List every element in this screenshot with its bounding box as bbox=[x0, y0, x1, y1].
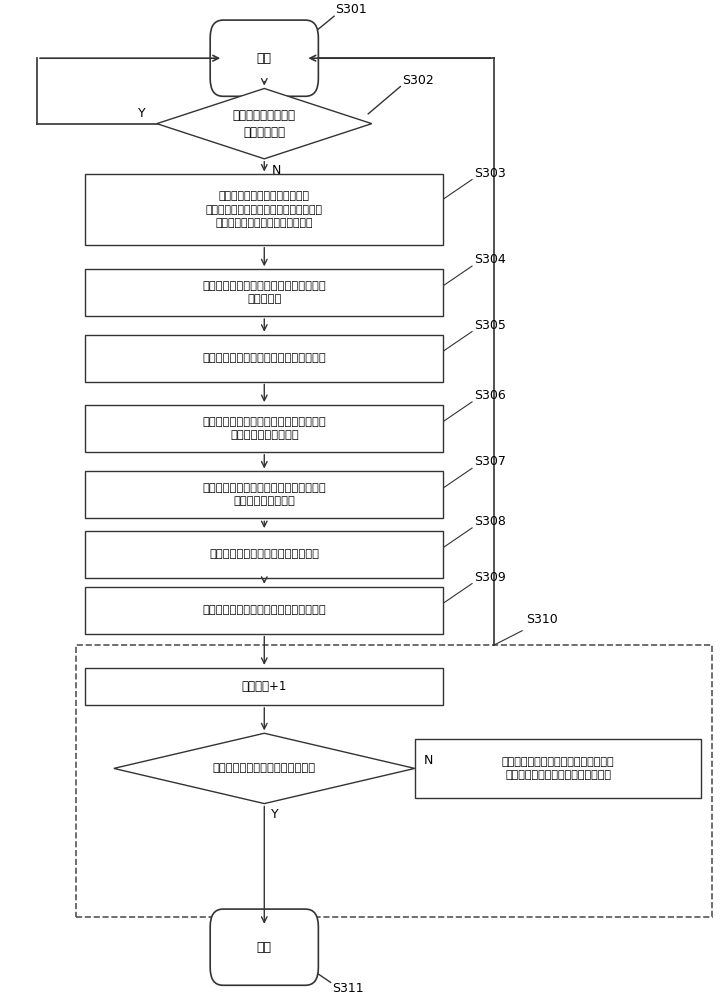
FancyBboxPatch shape bbox=[210, 20, 318, 96]
Text: S311: S311 bbox=[332, 982, 364, 995]
Text: S305: S305 bbox=[474, 319, 506, 332]
Bar bbox=[76, 645, 712, 917]
Text: S302: S302 bbox=[402, 74, 434, 87]
Bar bbox=[85, 471, 443, 518]
Bar bbox=[414, 739, 701, 798]
Text: 传感器节点设置最大迭代次数、
效益函数阈値、连续精确定位次数阈値、
初始迭代次数，连续精确定位次数: 传感器节点设置最大迭代次数、 效益函数阈値、连续精确定位次数阈値、 初始迭代次数… bbox=[206, 191, 323, 228]
Text: S308: S308 bbox=[474, 515, 506, 528]
Text: 迭代次数+1: 迭代次数+1 bbox=[242, 680, 287, 693]
Bar bbox=[85, 174, 443, 245]
Bar bbox=[85, 668, 443, 705]
Text: S307: S307 bbox=[474, 455, 506, 468]
Text: 计算传感器节点与各邻居节点之间的距离: 计算传感器节点与各邻居节点之间的距离 bbox=[202, 353, 326, 363]
Bar bbox=[85, 587, 443, 634]
Text: 传感器节点将所有的邻居传感器节点标记
号保存至邻居节点集中: 传感器节点将所有的邻居传感器节点标记 号保存至邻居节点集中 bbox=[202, 417, 326, 440]
Text: 传感器节点获取邻居传感器节点广播的节
点状态信息: 传感器节点获取邻居传感器节点广播的节 点状态信息 bbox=[202, 281, 326, 304]
Text: S310: S310 bbox=[526, 613, 557, 626]
Bar bbox=[85, 405, 443, 452]
Text: 利用博弈方法计算传感器节点具体的位置: 利用博弈方法计算传感器节点具体的位置 bbox=[202, 605, 326, 615]
Polygon shape bbox=[114, 733, 414, 804]
Text: 传感器节点判断自身
是否为锶节点: 传感器节点判断自身 是否为锶节点 bbox=[232, 109, 296, 139]
Text: 结束: 结束 bbox=[257, 941, 271, 954]
Text: 迭代代数是否大于最大迭代代数？: 迭代代数是否大于最大迭代代数？ bbox=[213, 763, 316, 773]
Text: 计算传感器节点可能存在的空间范围: 计算传感器节点可能存在的空间范围 bbox=[209, 549, 319, 559]
Text: N: N bbox=[423, 754, 432, 767]
Text: S306: S306 bbox=[474, 389, 506, 402]
Text: S309: S309 bbox=[474, 571, 506, 584]
Text: Y: Y bbox=[271, 808, 279, 821]
Polygon shape bbox=[157, 88, 372, 159]
Bar bbox=[85, 335, 443, 382]
Text: 向其邻居节点广播节点的标号、新确定
的型号値、及新估计的位置坐标信息: 向其邻居节点广播节点的标号、新确定 的型号値、及新估计的位置坐标信息 bbox=[502, 757, 614, 780]
Text: 传感器节点将所有锶邻居节点的标记号保
存在锶邻居节点集中: 传感器节点将所有锶邻居节点的标记号保 存在锶邻居节点集中 bbox=[202, 483, 326, 506]
Text: S301: S301 bbox=[336, 3, 367, 16]
FancyBboxPatch shape bbox=[210, 909, 318, 985]
Text: Y: Y bbox=[139, 107, 146, 120]
Text: S304: S304 bbox=[474, 253, 506, 266]
Text: N: N bbox=[271, 164, 281, 177]
Bar bbox=[85, 531, 443, 578]
Bar bbox=[85, 269, 443, 316]
Text: S303: S303 bbox=[474, 167, 506, 180]
Text: 开始: 开始 bbox=[257, 52, 271, 65]
